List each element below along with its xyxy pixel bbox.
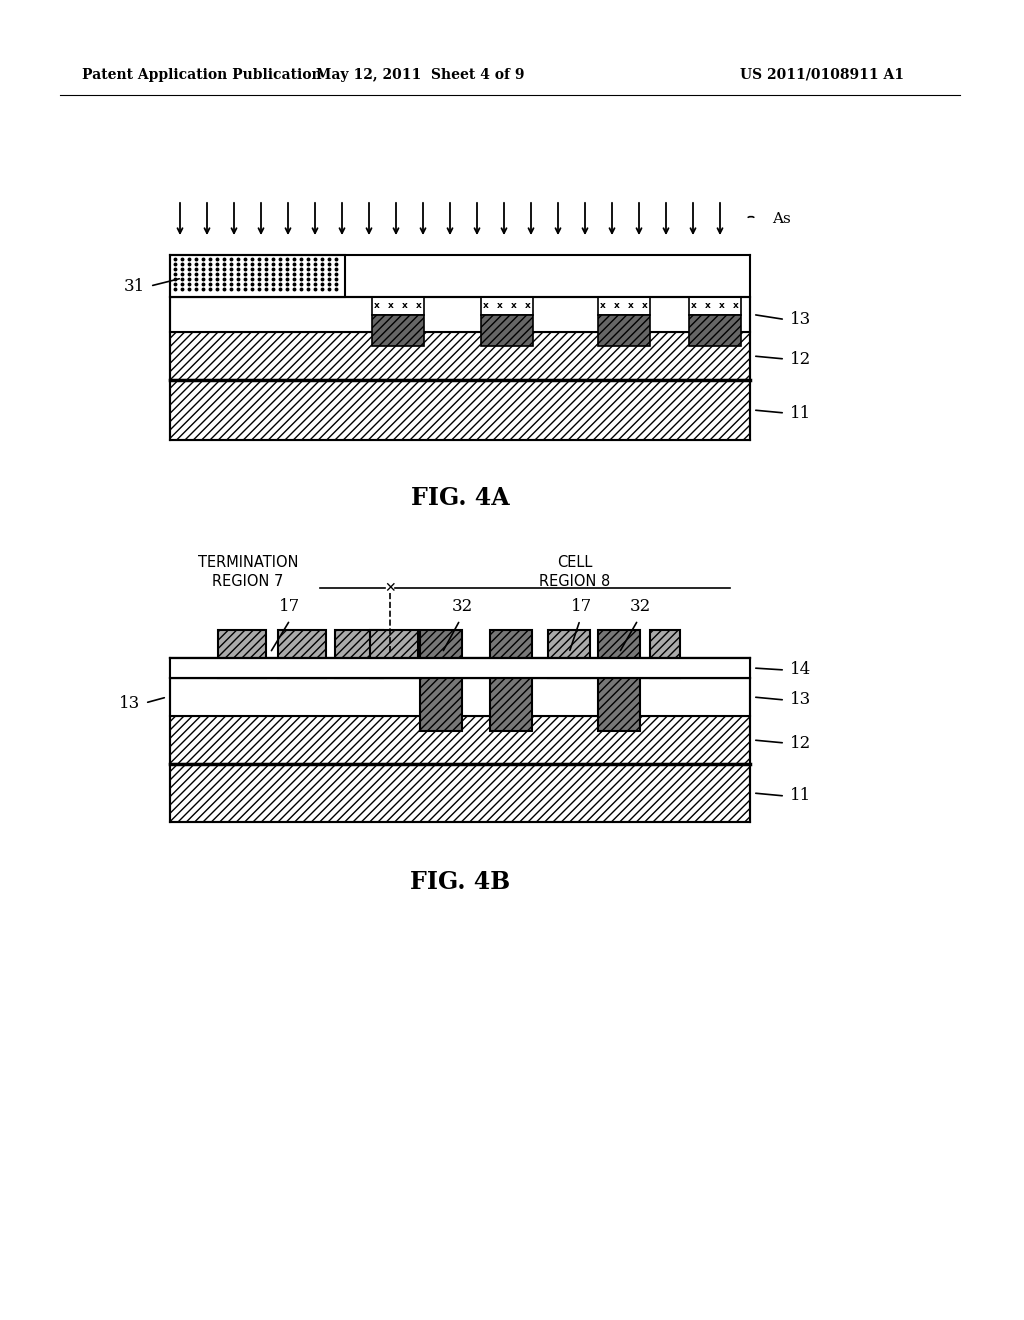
- Text: x: x: [511, 301, 517, 310]
- Bar: [490, 630, 532, 731]
- Text: 13: 13: [790, 312, 811, 327]
- Text: 31: 31: [124, 277, 145, 294]
- Text: 32: 32: [452, 598, 473, 615]
- Text: Patent Application Publication: Patent Application Publication: [82, 69, 322, 82]
- Bar: [218, 630, 266, 678]
- Text: US 2011/0108911 A1: US 2011/0108911 A1: [740, 69, 904, 82]
- Text: TERMINATION
REGION 7: TERMINATION REGION 7: [198, 556, 298, 589]
- Text: 13: 13: [119, 694, 140, 711]
- Text: x: x: [642, 301, 648, 310]
- Bar: [372, 297, 424, 315]
- Bar: [650, 630, 680, 678]
- Text: 12: 12: [790, 734, 811, 751]
- Text: x: x: [525, 301, 530, 310]
- Text: x: x: [416, 301, 422, 310]
- Bar: [420, 630, 462, 731]
- Bar: [598, 630, 640, 731]
- Bar: [170, 657, 750, 678]
- Text: May 12, 2011  Sheet 4 of 9: May 12, 2011 Sheet 4 of 9: [315, 69, 524, 82]
- Bar: [481, 297, 534, 315]
- Text: x: x: [614, 301, 620, 310]
- Text: 13: 13: [790, 692, 811, 709]
- Bar: [170, 297, 750, 333]
- Text: x: x: [388, 301, 394, 310]
- Bar: [278, 630, 326, 678]
- Bar: [170, 657, 750, 678]
- Bar: [170, 715, 750, 764]
- Bar: [170, 255, 345, 297]
- Bar: [481, 315, 534, 346]
- Text: x: x: [600, 301, 606, 310]
- Text: 12: 12: [790, 351, 811, 367]
- Text: As: As: [772, 213, 791, 226]
- Text: 14: 14: [790, 661, 811, 678]
- Text: ✕: ✕: [384, 581, 396, 595]
- Text: x: x: [733, 301, 739, 310]
- Text: x: x: [374, 301, 380, 310]
- Bar: [170, 380, 750, 440]
- Text: FIG. 4A: FIG. 4A: [411, 486, 509, 510]
- Text: 17: 17: [571, 598, 593, 615]
- Text: x: x: [691, 301, 697, 310]
- Text: FIG. 4B: FIG. 4B: [410, 870, 510, 894]
- Bar: [170, 333, 750, 380]
- Bar: [689, 297, 741, 315]
- Text: x: x: [483, 301, 488, 310]
- Bar: [598, 315, 650, 346]
- Text: 32: 32: [630, 598, 650, 615]
- Text: x: x: [628, 301, 634, 310]
- Text: 11: 11: [790, 788, 811, 804]
- Bar: [598, 297, 650, 315]
- Bar: [372, 315, 424, 346]
- Bar: [335, 630, 383, 678]
- Text: x: x: [706, 301, 711, 310]
- Text: x: x: [497, 301, 503, 310]
- Bar: [370, 630, 418, 678]
- Text: x: x: [402, 301, 408, 310]
- Bar: [689, 315, 741, 346]
- Text: 17: 17: [280, 598, 301, 615]
- Bar: [170, 764, 750, 822]
- Text: 11: 11: [790, 404, 811, 421]
- Bar: [170, 678, 750, 715]
- Text: x: x: [719, 301, 725, 310]
- Text: CELL
REGION 8: CELL REGION 8: [540, 556, 610, 589]
- Bar: [548, 630, 590, 678]
